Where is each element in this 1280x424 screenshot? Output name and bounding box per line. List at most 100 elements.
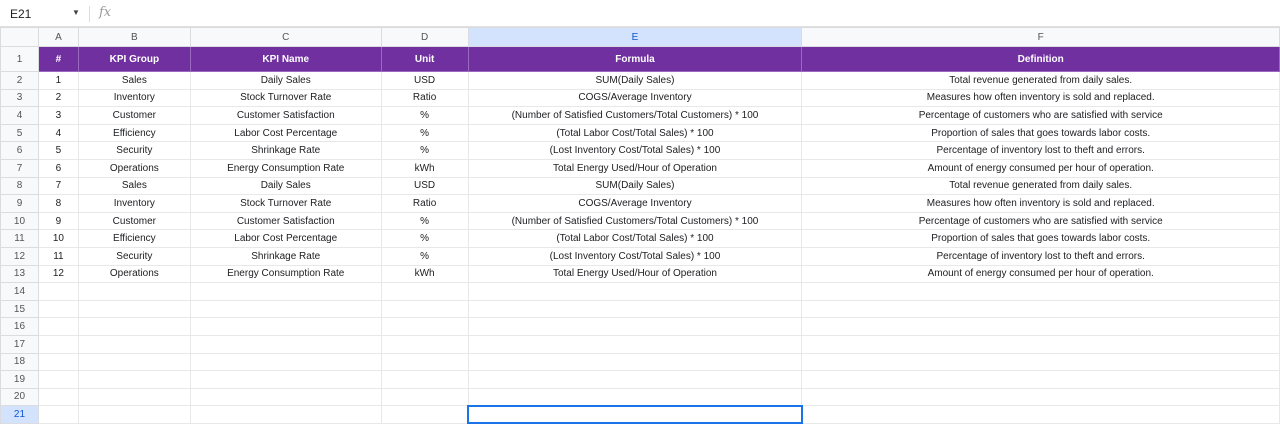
column-header-d[interactable]: D	[380, 27, 469, 47]
column-header-f[interactable]: F	[801, 27, 1280, 47]
row-header[interactable]: 1	[0, 46, 39, 72]
header-cell[interactable]: Definition	[801, 46, 1280, 72]
cell[interactable]	[380, 282, 469, 301]
row-header[interactable]: 11	[0, 229, 39, 248]
cell[interactable]: Security	[77, 246, 191, 266]
cell[interactable]: Amount of energy consumed per hour of op…	[801, 158, 1280, 178]
cell[interactable]: Shrinkage Rate	[189, 141, 382, 160]
header-cell[interactable]: #	[37, 46, 79, 72]
cell[interactable]	[801, 352, 1280, 372]
cell[interactable]: 2	[37, 88, 79, 108]
cell[interactable]: %	[380, 106, 469, 125]
row-header[interactable]: 4	[0, 106, 39, 125]
row-header[interactable]: 16	[0, 317, 39, 336]
cell[interactable]	[380, 405, 469, 424]
cell[interactable]	[77, 299, 191, 319]
cell[interactable]: (Total Labor Cost/Total Sales) * 100	[467, 229, 803, 248]
cell[interactable]	[801, 334, 1280, 354]
row-header[interactable]: 8	[0, 176, 39, 196]
row-header[interactable]: 21	[0, 405, 39, 424]
cell[interactable]: Efficiency	[77, 229, 191, 248]
cell[interactable]	[380, 299, 469, 319]
spreadsheet-grid[interactable]: A B C D E F 1 # KPI Group KPI Name Unit Formula Defi…	[0, 27, 1280, 424]
cell[interactable]	[189, 352, 382, 372]
cell[interactable]: Efficiency	[77, 123, 191, 143]
cell[interactable]	[467, 334, 803, 354]
cell[interactable]	[380, 387, 469, 407]
cell[interactable]: USD	[380, 71, 469, 90]
cell[interactable]: Energy Consumption Rate	[189, 158, 382, 178]
cell[interactable]: Customer	[77, 106, 191, 125]
cell[interactable]: %	[380, 229, 469, 248]
row-header[interactable]: 18	[0, 352, 39, 372]
cell[interactable]	[380, 317, 469, 336]
cell[interactable]	[77, 370, 191, 389]
cell[interactable]	[37, 317, 79, 336]
cell[interactable]: Percentage of customers who are satisfie…	[801, 211, 1280, 231]
row-header[interactable]: 17	[0, 334, 39, 354]
cell[interactable]	[189, 334, 382, 354]
name-box-dropdown-icon[interactable]: ▼	[72, 8, 80, 17]
cell[interactable]: (Total Labor Cost/Total Sales) * 100	[467, 123, 803, 143]
cell[interactable]: Customer Satisfaction	[189, 106, 382, 125]
cell[interactable]: Stock Turnover Rate	[189, 88, 382, 108]
cell[interactable]: %	[380, 123, 469, 143]
cell[interactable]: Operations	[77, 264, 191, 284]
cell[interactable]: Customer Satisfaction	[189, 211, 382, 231]
cell[interactable]	[37, 387, 79, 407]
cell[interactable]: Ratio	[380, 88, 469, 108]
cell[interactable]	[77, 352, 191, 372]
column-header-b[interactable]: B	[77, 27, 191, 47]
cell[interactable]: Percentage of inventory lost to theft an…	[801, 141, 1280, 160]
cell[interactable]	[801, 282, 1280, 301]
cell[interactable]: 7	[37, 176, 79, 196]
cell[interactable]: Operations	[77, 158, 191, 178]
row-header[interactable]: 13	[0, 264, 39, 284]
cell[interactable]: Total Energy Used/Hour of Operation	[467, 264, 803, 284]
cell[interactable]	[77, 387, 191, 407]
row-header[interactable]: 10	[0, 211, 39, 231]
cell[interactable]	[77, 334, 191, 354]
row-header[interactable]: 7	[0, 158, 39, 178]
cell[interactable]: Shrinkage Rate	[189, 246, 382, 266]
cell[interactable]	[467, 299, 803, 319]
cell[interactable]: 6	[37, 158, 79, 178]
cell[interactable]: Total revenue generated from daily sales…	[801, 71, 1280, 90]
cell[interactable]	[467, 352, 803, 372]
cell[interactable]	[801, 405, 1280, 424]
cell[interactable]: 3	[37, 106, 79, 125]
cell[interactable]: Daily Sales	[189, 176, 382, 196]
cell[interactable]: Sales	[77, 71, 191, 90]
cell[interactable]: Sales	[77, 176, 191, 196]
cell[interactable]	[801, 387, 1280, 407]
cell[interactable]	[37, 370, 79, 389]
cell[interactable]: 4	[37, 123, 79, 143]
cell[interactable]	[189, 317, 382, 336]
cell[interactable]: COGS/Average Inventory	[467, 194, 803, 213]
column-header-a[interactable]: A	[37, 27, 79, 47]
cell[interactable]: Inventory	[77, 88, 191, 108]
cell[interactable]	[380, 352, 469, 372]
cell[interactable]	[77, 282, 191, 301]
row-header[interactable]: 15	[0, 299, 39, 319]
cell[interactable]: Percentage of customers who are satisfie…	[801, 106, 1280, 125]
cell[interactable]: %	[380, 141, 469, 160]
row-header[interactable]: 5	[0, 123, 39, 143]
cell[interactable]: %	[380, 211, 469, 231]
cell[interactable]: Proportion of sales that goes towards la…	[801, 123, 1280, 143]
cell[interactable]	[189, 405, 382, 424]
cell[interactable]: SUM(Daily Sales)	[467, 176, 803, 196]
cell[interactable]	[189, 387, 382, 407]
cell[interactable]	[189, 370, 382, 389]
select-all-corner[interactable]	[0, 27, 39, 47]
cell[interactable]	[37, 282, 79, 301]
row-header[interactable]: 6	[0, 141, 39, 160]
cell[interactable]: Customer	[77, 211, 191, 231]
cell[interactable]	[467, 387, 803, 407]
cell[interactable]	[801, 370, 1280, 389]
cell[interactable]	[467, 370, 803, 389]
row-header[interactable]: 19	[0, 370, 39, 389]
header-cell[interactable]: KPI Name	[189, 46, 382, 72]
cell[interactable]: Total revenue generated from daily sales…	[801, 176, 1280, 196]
cell[interactable]	[37, 334, 79, 354]
